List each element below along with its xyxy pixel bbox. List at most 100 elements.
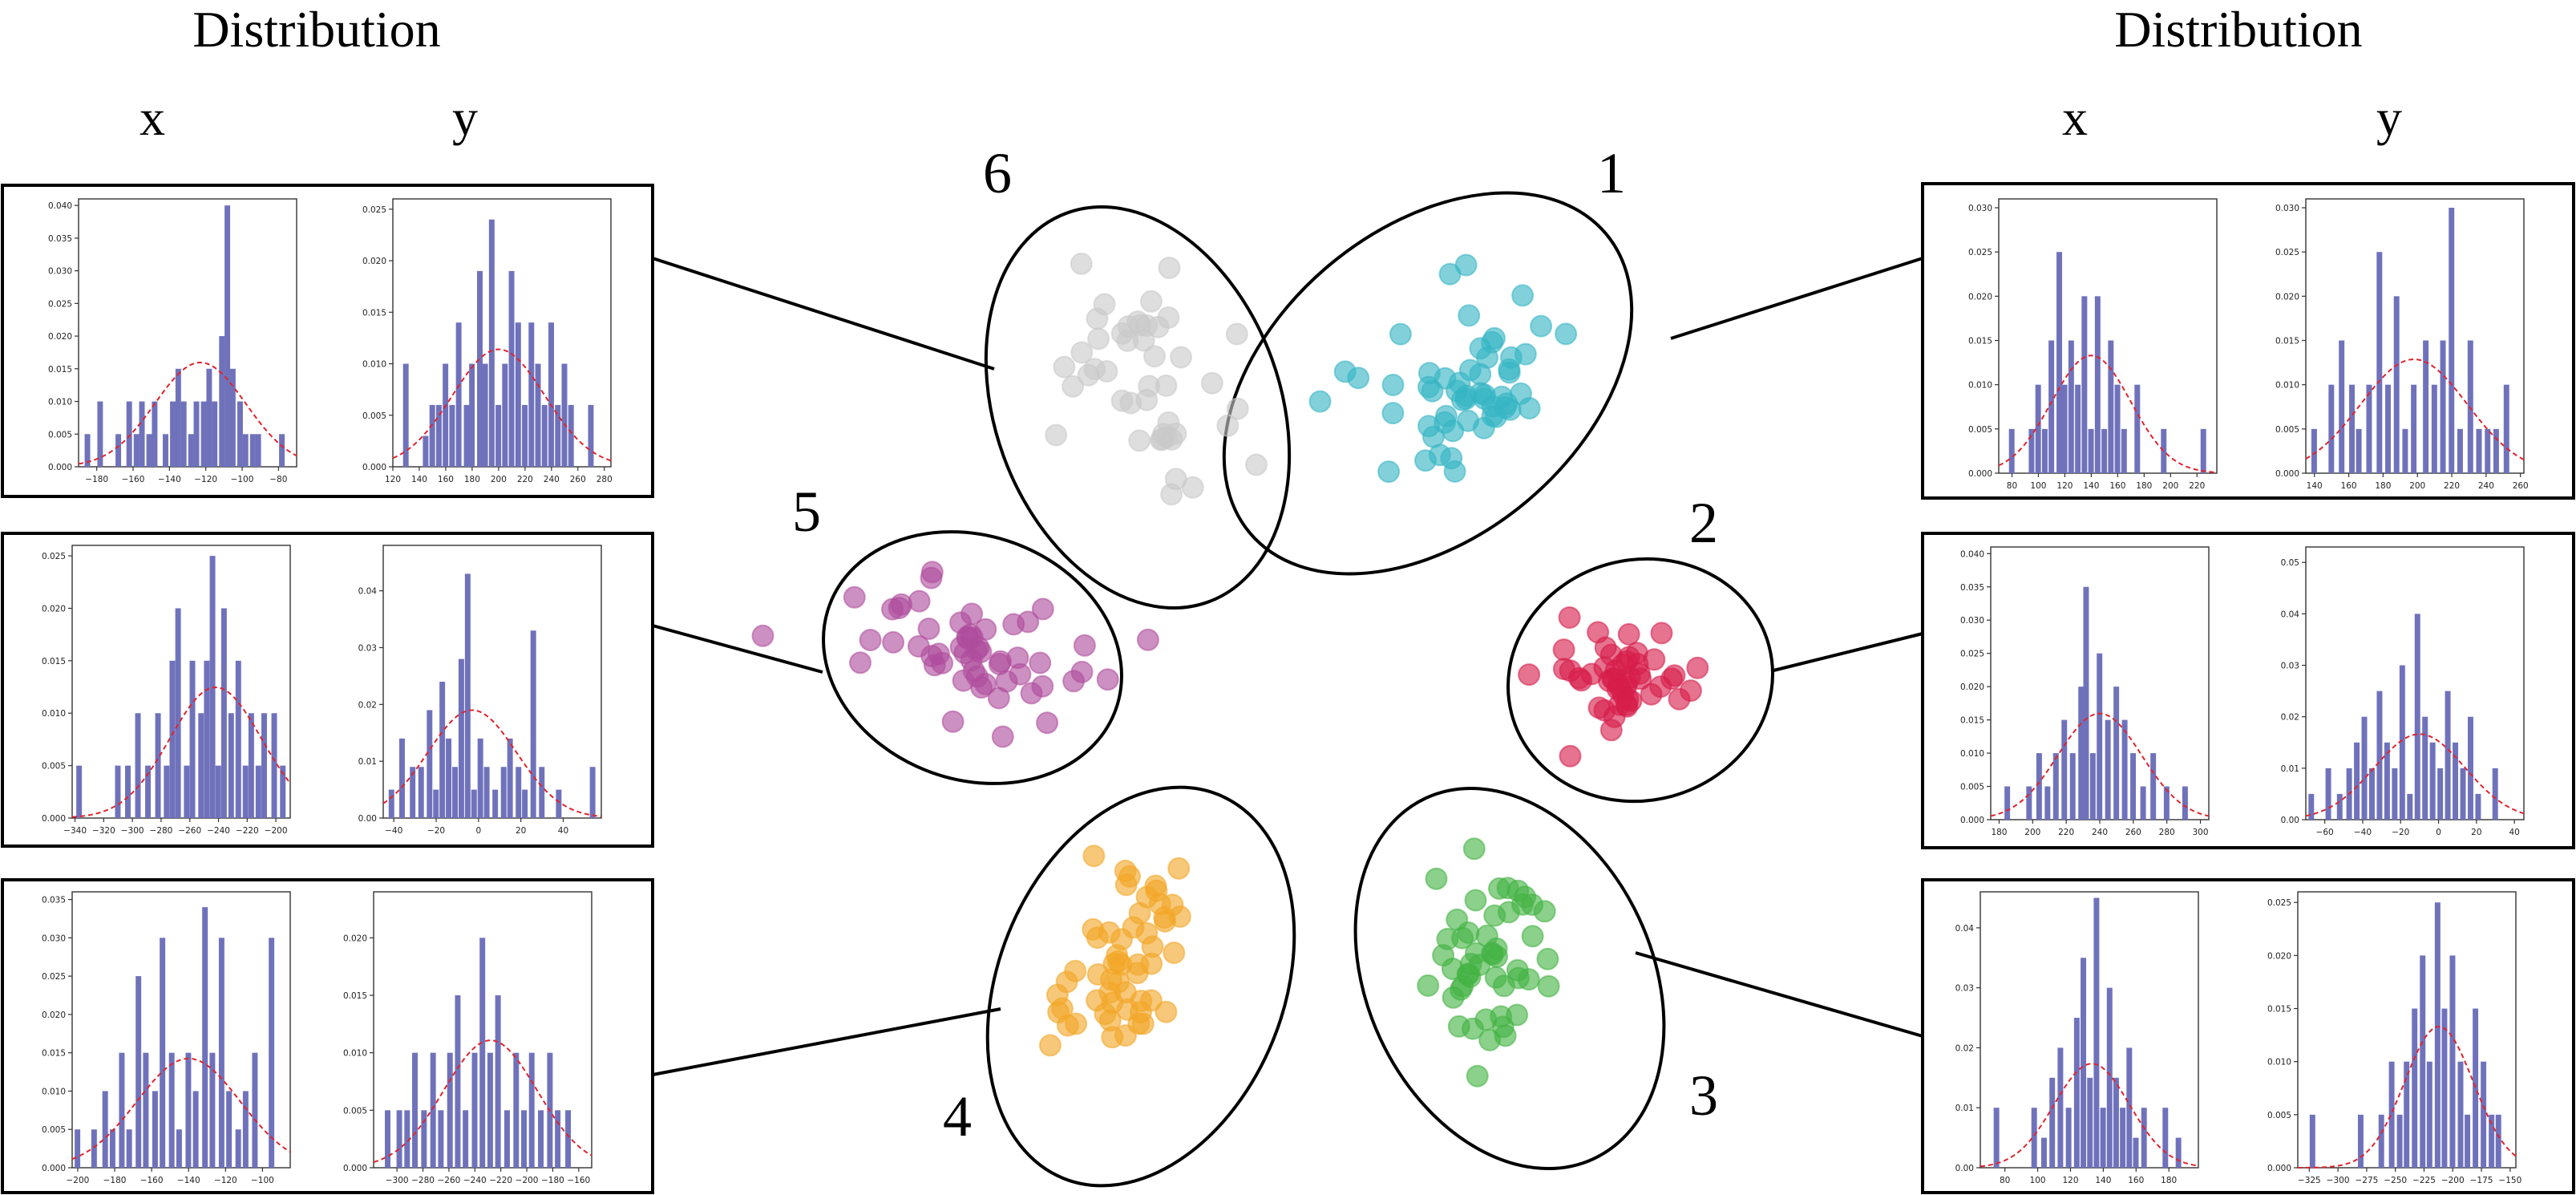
histogram-bar: [235, 660, 241, 818]
x-tick-label: 120: [385, 475, 401, 484]
histogram-bar: [2473, 1008, 2479, 1168]
x-tick-label: −300: [386, 1176, 409, 1185]
x-tick-label: −220: [236, 826, 259, 836]
y-tick-label: 0.020: [42, 1011, 66, 1020]
x-tick-label: −320: [92, 826, 115, 836]
scatter-point: [991, 725, 1014, 748]
histogram-bar: [421, 1110, 427, 1168]
histogram-bar: [2057, 1047, 2064, 1168]
histogram-bar: [2467, 340, 2473, 473]
y-tick-label: 0.010: [42, 709, 66, 719]
scatter-point: [1486, 945, 1508, 968]
histogram-bar: [125, 765, 131, 818]
y-tick-label: 0.03: [2281, 662, 2299, 671]
x-tick-label: −200: [516, 1176, 539, 1185]
y-tick-label: 0.02: [2281, 713, 2299, 723]
y-tick-label: 0.035: [1960, 583, 1984, 593]
scatter-point: [1101, 1026, 1124, 1049]
histogram-bar: [204, 660, 210, 818]
histogram-bar: [2445, 691, 2451, 820]
scatter-point: [1514, 342, 1537, 366]
histogram-bar: [2457, 428, 2463, 473]
y-tick-label: 0.010: [2275, 381, 2299, 391]
x-tick-label: −225: [2412, 1176, 2436, 1185]
y-tick-label: 0.010: [1968, 381, 1992, 391]
histogram-bar: [2485, 428, 2491, 473]
histogram-bar: [477, 738, 483, 818]
cluster-points-layer: [751, 252, 1709, 1088]
y-tick-label: 0.005: [42, 762, 66, 772]
scatter-point: [1216, 414, 1239, 437]
scatter-point: [1226, 397, 1249, 420]
scatter-point: [1492, 974, 1515, 998]
histogram-bar: [508, 270, 515, 467]
scatter-point: [1558, 606, 1581, 629]
scatter-point: [1615, 693, 1638, 716]
plot-frame: [382, 545, 602, 819]
histogram-bar: [135, 976, 142, 1168]
y-tick-label: 0.000: [1960, 816, 1984, 825]
histogram-bar: [2388, 1061, 2395, 1168]
histogram-bar: [2083, 586, 2089, 820]
histogram-bar: [188, 434, 194, 467]
cluster-ellipse-1: [1222, 191, 1634, 576]
y-tick-label: 0.030: [42, 934, 66, 943]
histogram-bar: [538, 1110, 544, 1168]
histogram-bar: [84, 434, 91, 467]
histogram-bar: [2133, 1137, 2139, 1168]
x-tick-label: 260: [2513, 481, 2529, 491]
y-tick-label: 0.030: [48, 267, 72, 277]
histogram-bar: [2044, 786, 2051, 820]
x-tick-label: −40: [385, 826, 402, 836]
histogram-bar: [2369, 768, 2375, 820]
histogram-bar: [2035, 384, 2041, 473]
scatter-point: [1139, 989, 1163, 1012]
histogram-bar: [2376, 691, 2383, 820]
scatter-point: [843, 585, 866, 609]
histogram-bar: [556, 789, 562, 818]
y-tick-label: 0.04: [2281, 610, 2300, 619]
y-tick-label: 0.020: [2267, 951, 2291, 961]
y-tick-label: 0.00: [2281, 816, 2299, 825]
scatter-point: [1650, 622, 1673, 645]
x-tick-label: −250: [2384, 1176, 2407, 1185]
x-tick-label: −60: [2316, 828, 2334, 837]
x-tick-label: 200: [2409, 481, 2425, 491]
histogram-bar: [2495, 1114, 2501, 1168]
histogram-bar: [76, 765, 83, 818]
scatter-point: [941, 710, 964, 733]
histogram-bar: [427, 710, 433, 818]
histogram-bar: [184, 765, 190, 818]
y-tick-label: 0.05: [2281, 558, 2299, 568]
histogram-bar: [2106, 987, 2113, 1168]
y-tick-label: 0.015: [48, 365, 72, 375]
scatter-point: [1438, 262, 1462, 286]
histogram-bar: [175, 368, 181, 467]
histogram-bar: [164, 765, 170, 818]
histogram-bar: [255, 765, 261, 818]
y-tick-label: 0.010: [2267, 1058, 2291, 1067]
histogram-bar: [455, 322, 462, 467]
plot-frame: [78, 198, 297, 468]
histogram-bar: [435, 404, 442, 467]
histogram-bar: [492, 789, 499, 818]
connector-cluster-4: [652, 1007, 1001, 1076]
scatter-point: [1333, 360, 1357, 383]
normal-fit-curve: [1980, 1063, 2199, 1168]
histogram-bar: [443, 363, 449, 467]
cluster-label-2: 2: [1689, 491, 1718, 555]
y-tick-label: 0.000: [2267, 1164, 2291, 1173]
histogram-bar: [515, 322, 521, 467]
scatter-point: [989, 650, 1012, 673]
y-tick-label: 0.01: [1955, 1104, 1974, 1113]
histogram-bar: [2041, 428, 2048, 473]
plot-frame: [1998, 198, 2218, 474]
scatter-point: [1552, 638, 1575, 662]
right-x-label: x: [2062, 89, 2088, 146]
histogram-bar: [2061, 384, 2068, 473]
cluster-ellipse-5: [822, 530, 1123, 785]
normal-fit-curve: [2305, 733, 2525, 817]
histogram-bar: [2182, 786, 2188, 820]
x-tick-label: 220: [2444, 481, 2460, 491]
